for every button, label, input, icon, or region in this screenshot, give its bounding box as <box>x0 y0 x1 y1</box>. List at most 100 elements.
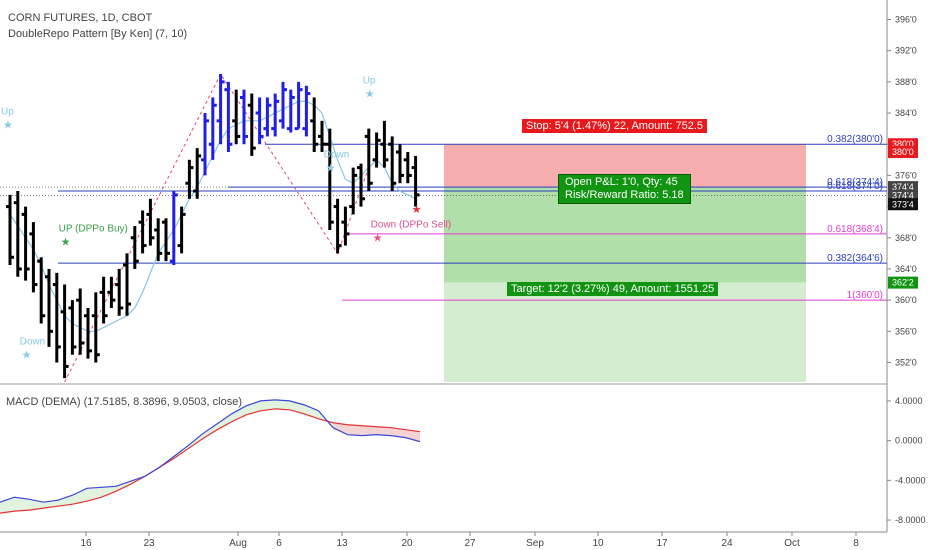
price-tick-label: 352'0 <box>895 358 917 368</box>
candle <box>263 97 272 137</box>
price-tag-bg <box>888 146 918 159</box>
macd-tick-label: 0.0000 <box>895 436 923 446</box>
time-tick-label: Oct <box>784 538 800 549</box>
chart-title: CORN FUTURES, 1D, CBOT <box>8 12 153 24</box>
candle <box>201 113 209 176</box>
candle <box>380 120 389 168</box>
zigzag-line <box>64 73 370 383</box>
price-tick-label: 384'0 <box>895 108 917 118</box>
price-tag-text: 380'0 <box>892 139 914 149</box>
candle <box>255 97 264 145</box>
candle <box>193 148 202 199</box>
candle <box>60 284 69 379</box>
macd-label: MACD (DEMA) (17.5185, 8.3896, 9.0503, cl… <box>6 396 243 408</box>
price-tag-bg <box>888 276 918 289</box>
price-tick-label: 376'0 <box>895 170 917 180</box>
candle <box>76 288 85 355</box>
candle <box>279 81 287 129</box>
candle <box>45 268 53 347</box>
candle <box>333 198 342 254</box>
signal-label: Down <box>324 150 350 161</box>
price-tick-label: 388'0 <box>895 77 917 87</box>
candle <box>271 93 280 137</box>
candle <box>107 276 116 308</box>
signal-star-icon: ★ <box>326 163 336 175</box>
candle <box>325 128 334 230</box>
macd-tick-label: -8.0000 <box>895 515 926 525</box>
entry-star-icon: ★ <box>412 204 422 216</box>
candle <box>84 307 92 359</box>
price-tag-text: 374'4 <box>892 191 914 201</box>
price-tick-label: 368'0 <box>895 233 917 243</box>
candle <box>396 144 404 184</box>
pnl-text: Open P&L: 1'0, Qty: 45 <box>565 176 678 188</box>
signal-star-icon: ★ <box>22 350 32 362</box>
candle <box>318 120 326 153</box>
candle <box>91 292 100 363</box>
candle <box>286 89 295 133</box>
target-label: Target: 12'2 (3.27%) 49, Amount: 1551.25 <box>507 282 719 296</box>
candle <box>224 81 233 153</box>
pnl-label: Open P&L: 1'0, Qty: 45 Risk/Reward Ratio… <box>558 174 691 204</box>
candle <box>6 194 14 266</box>
signal-star-icon: ★ <box>365 88 375 100</box>
indicator-label: DoubleRepo Pattern [By Ken] (7, 10) <box>8 28 188 40</box>
candle <box>341 206 350 246</box>
candle <box>349 167 358 215</box>
candle <box>130 226 139 269</box>
time-tick-label: 24 <box>721 538 733 549</box>
candle <box>154 218 163 262</box>
price-tag-text: 362'2 <box>892 278 914 288</box>
macd-signal-line <box>0 408 421 514</box>
signal-label: Up <box>1 107 14 118</box>
price-tick-label: 364'0 <box>895 264 917 274</box>
candle <box>403 152 412 184</box>
fib-label: 0.382(364'6) <box>827 253 883 264</box>
fib-label: 1(360'0) <box>847 290 883 301</box>
candle <box>21 206 30 281</box>
time-tick-label: 23 <box>143 538 155 549</box>
time-tick-label: 10 <box>592 538 604 549</box>
candle <box>37 257 46 324</box>
price-tag-text: 374'4 <box>892 182 914 192</box>
candle <box>372 132 381 168</box>
time-tick-label: 8 <box>853 538 859 549</box>
price-tick-label: 356'0 <box>895 326 917 336</box>
target-zone-extended <box>444 282 806 382</box>
candle <box>29 222 38 293</box>
macd-line <box>0 399 421 503</box>
signal-label: Up <box>363 75 376 86</box>
candle <box>123 253 131 316</box>
price-tag: 362'2 <box>888 276 918 289</box>
candle <box>115 268 124 316</box>
time-tick-label: 13 <box>336 538 348 549</box>
signal-label: Down <box>20 337 46 348</box>
candle <box>294 81 303 131</box>
time-tick-label: Sep <box>526 538 544 549</box>
time-tick-label: 6 <box>276 538 282 549</box>
fib-label: 0.618(374'4) <box>827 177 883 188</box>
candle <box>138 210 147 254</box>
fib-label: 0.618(374'0) <box>827 181 883 192</box>
candle <box>185 159 194 199</box>
candle <box>247 93 256 156</box>
macd-fill-bear <box>333 422 420 442</box>
price-tag-text: 373'4 <box>892 199 914 209</box>
candle <box>216 74 225 145</box>
candle <box>52 272 61 363</box>
time-tick-label: Aug <box>229 538 247 549</box>
signal-star-icon: ★ <box>373 233 383 245</box>
candle <box>388 136 397 191</box>
candle <box>208 97 217 160</box>
stop-label: Stop: 5'4 (1.47%) 22, Amount: 752.5 <box>522 119 707 133</box>
candle <box>177 206 186 254</box>
price-tag: 373'4 <box>888 198 918 211</box>
price-tick-label: 360'0 <box>895 295 917 305</box>
signal-star-icon: ★ <box>61 237 71 249</box>
candle <box>310 97 319 153</box>
candle <box>240 89 248 145</box>
candle <box>232 89 241 145</box>
candle <box>68 300 77 355</box>
price-tick-label: 392'0 <box>895 46 917 56</box>
